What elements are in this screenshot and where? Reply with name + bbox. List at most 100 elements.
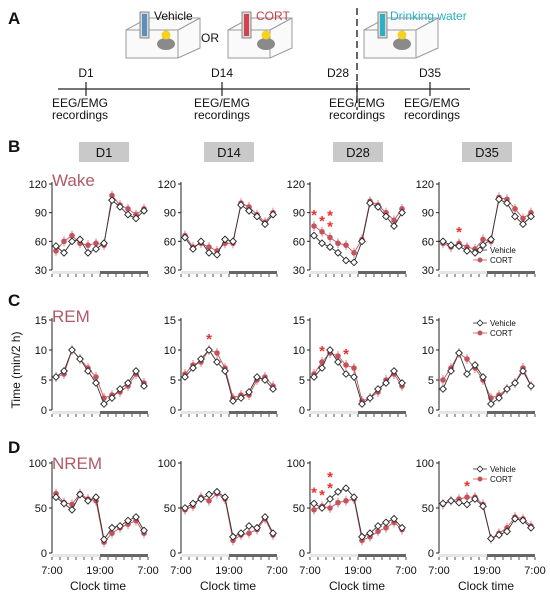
vehicle-point (487, 534, 495, 543)
plot-rem-d1: 0 5 10 15 (35, 315, 149, 417)
vehicle-point (245, 522, 253, 530)
vehicle-point (463, 370, 471, 378)
legend-vehicle-marker (476, 319, 484, 327)
recording-label-1a: EEG/EMG (52, 96, 108, 110)
cort-point (53, 248, 59, 254)
y-tick-label: 15 (293, 315, 305, 327)
cort-liquid (244, 14, 249, 36)
vehicle-point (108, 394, 116, 402)
x-tick-label: 7:00 (299, 565, 320, 577)
light-phase-bar (181, 411, 229, 414)
cort-point (464, 494, 470, 501)
y-tick-label: 50 (35, 503, 47, 515)
vehicle-point (68, 505, 76, 514)
light-phase-bar (52, 411, 100, 414)
vehicle-point (205, 248, 213, 257)
vehicle-point (527, 212, 535, 221)
vehicle-point (439, 237, 447, 246)
vehicle-point (310, 499, 318, 508)
dark-phase-bar (487, 411, 535, 414)
cort-point (512, 206, 518, 212)
cort-point (311, 507, 317, 513)
vehicle-liquid (142, 14, 147, 36)
vehicle-point (326, 495, 334, 503)
y-tick-label: 15 (422, 315, 434, 327)
y-tick-label: 100 (416, 458, 434, 470)
vehicle-point (181, 373, 189, 381)
vehicle-point (261, 220, 269, 229)
vehicle-point (261, 376, 269, 384)
vehicle-point (189, 245, 197, 253)
x-tick-label: 7:00 (137, 565, 158, 577)
dark-phase-bar (100, 554, 148, 557)
vehicle-line (55, 199, 145, 254)
vehicle-point (342, 484, 350, 493)
vehicle-point (100, 535, 108, 544)
x-tick-label: 7:00 (41, 565, 62, 577)
legend-cort-label: CORT (490, 475, 513, 484)
recording-label-2a: EEG/EMG (194, 96, 250, 110)
vehicle-point (68, 346, 76, 354)
vehicle-point (366, 199, 374, 208)
cort-label: CORT (256, 9, 290, 23)
vehicle-point (84, 248, 92, 257)
light-phase-bar (52, 554, 100, 557)
vehicle-point (455, 498, 463, 507)
timeline-day-d35: D35 (419, 66, 441, 80)
cort-point (69, 232, 75, 239)
y-tick-label: 50 (164, 503, 176, 515)
vehicle-point (253, 523, 261, 532)
x-tick-label: 7:00 (170, 565, 191, 577)
y-tick-label: 100 (29, 458, 47, 470)
cort-point (343, 242, 349, 248)
vehicle-point (205, 346, 213, 354)
x-tick-label: 19:00 (215, 565, 243, 577)
dark-phase-bar (100, 271, 148, 274)
y-tick-label: 0 (170, 548, 176, 560)
vehicle-line (184, 204, 274, 256)
vehicle-point (366, 529, 374, 538)
vehicle-point (132, 367, 140, 375)
y-tick-label: 5 (299, 375, 305, 387)
dark-phase-bar (487, 271, 535, 274)
vehicle-point (52, 242, 60, 251)
vehicle-point (269, 210, 277, 219)
significance-star: * (311, 207, 317, 224)
vehicle-point (221, 493, 229, 502)
significance-star: * (327, 469, 333, 486)
vehicle-point (398, 379, 406, 387)
light-phase-bar (310, 271, 358, 274)
cort-point (214, 350, 220, 356)
vehicle-point (245, 206, 253, 215)
legend-vehicle-marker (476, 465, 484, 473)
cort-point (319, 359, 325, 365)
y-tick-label: 90 (35, 208, 47, 220)
cort-point (311, 223, 317, 229)
cort-point (351, 250, 357, 256)
vehicle-point (479, 241, 487, 250)
vehicle-line (184, 349, 274, 402)
vehicle-point (447, 496, 455, 505)
y-tick-label: 30 (293, 265, 305, 277)
vehicle-point (390, 222, 398, 230)
vehicle-point (519, 220, 527, 229)
vehicle-point (245, 388, 253, 396)
vehicle-point (495, 394, 503, 402)
vehicle-point (140, 526, 148, 535)
y-tick-label: 0 (299, 405, 305, 417)
cort-point (335, 353, 341, 359)
vehicle-point (310, 373, 318, 381)
vehicle-point (116, 522, 124, 530)
vehicle-point (197, 355, 205, 363)
vehicle-point (326, 243, 334, 252)
x-tick-label: 7:00 (524, 565, 545, 577)
vehicle-point (221, 367, 229, 375)
vehicle-point (463, 500, 471, 509)
x-tick-label: 7:00 (266, 565, 287, 577)
cort-point (383, 525, 389, 531)
x-tick-label: 19:00 (86, 565, 114, 577)
cage-water (363, 11, 439, 59)
vehicle-point (205, 490, 213, 499)
vehicle-point (479, 502, 487, 511)
